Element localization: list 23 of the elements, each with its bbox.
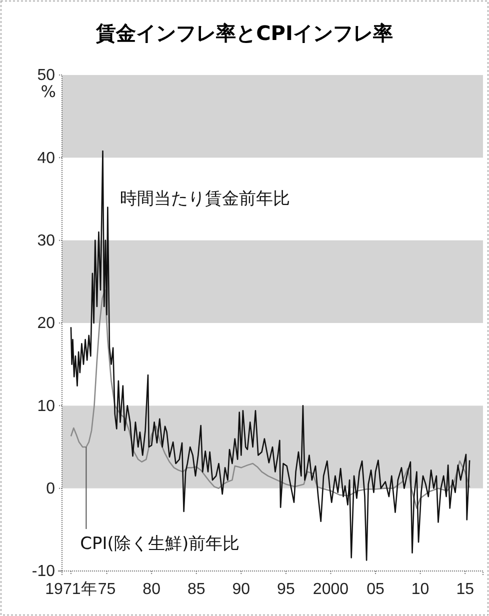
line-series	[70, 289, 470, 509]
y-tick-label: -10	[32, 563, 56, 580]
x-tick-label: 05	[366, 581, 385, 598]
x-tick-label: 85	[187, 581, 206, 598]
line-series	[70, 150, 470, 561]
x-tick-label: 75	[98, 581, 116, 598]
y-tick-label: 50	[37, 67, 56, 84]
y-tick-label: 10	[37, 398, 56, 415]
y-tick-label: 40	[37, 150, 56, 167]
x-tick-label: 2000	[312, 581, 349, 598]
annotation: CPI(除く生鮮)前年比	[80, 534, 240, 554]
annotation: 時間当たり賃金前年比	[120, 189, 290, 209]
y-tick-label: 30	[37, 232, 56, 250]
x-tick-label: 95	[277, 581, 295, 598]
y-axis-title: %	[40, 82, 56, 101]
chart-title: 賃金インフレ率とCPIインフレ率	[95, 21, 393, 45]
y-tick-label: 0	[46, 480, 56, 498]
y-tick-label: 20	[37, 315, 56, 332]
x-tick-label: 1971年	[45, 581, 97, 598]
x-tick-label: 90	[232, 581, 250, 598]
x-tick-label: 10	[411, 581, 430, 598]
x-tick-label: 15	[456, 581, 474, 598]
x-tick-label: 80	[142, 581, 161, 598]
